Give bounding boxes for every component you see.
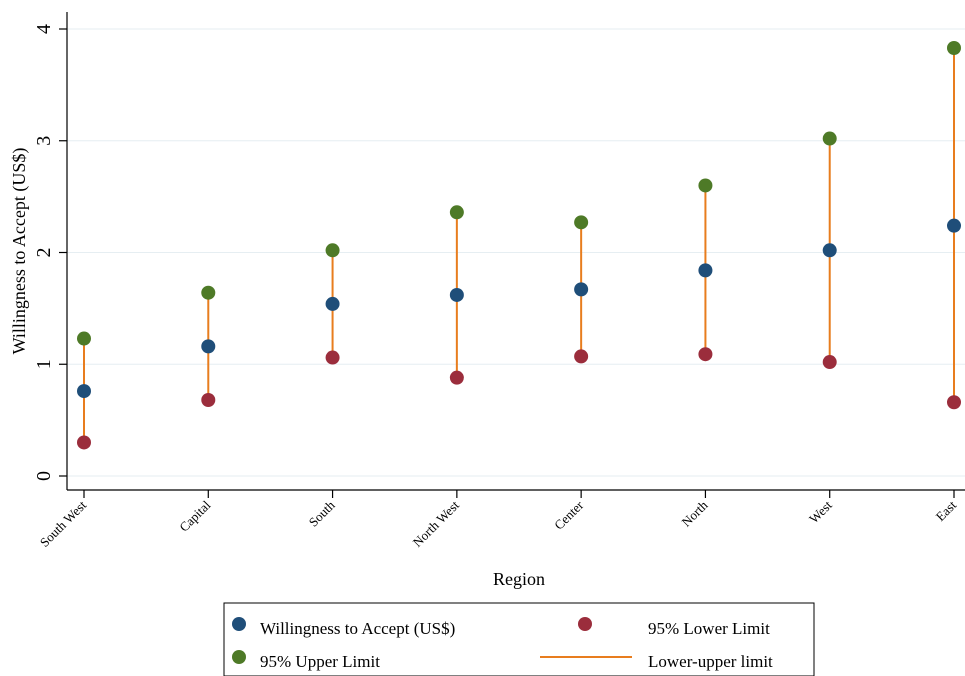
- x-tick-label: East: [933, 497, 960, 524]
- y-tick-label: 1: [33, 359, 55, 369]
- point-upper: [201, 285, 216, 300]
- point-wta: [947, 218, 961, 233]
- point-upper: [698, 178, 713, 193]
- x-tick-label: West: [806, 497, 835, 526]
- point-upper: [325, 243, 340, 258]
- legend-box: [223, 602, 815, 676]
- x-tick-label: North: [678, 497, 710, 529]
- point-lower: [698, 347, 713, 362]
- point-lower: [574, 349, 589, 364]
- x-tick-label: Capital: [176, 497, 213, 534]
- legend: Willingness to Accept (US$) 95% Lower Li…: [223, 602, 815, 676]
- point-wta: [201, 339, 216, 354]
- legend-label-upper: 95% Upper Limit: [260, 652, 380, 671]
- legend-marker-wta: [232, 617, 246, 631]
- point-upper: [77, 331, 91, 346]
- legend-marker-upper: [232, 650, 246, 664]
- y-tick-label: 3: [33, 136, 55, 146]
- range-lines: [83, 47, 955, 443]
- point-lower: [201, 393, 216, 408]
- point-wta: [325, 296, 340, 311]
- y-tick-label: 0: [33, 471, 55, 481]
- point-lower: [822, 355, 837, 370]
- grid-lines: [67, 28, 965, 477]
- y-axis-title: Willingness to Accept (US$): [9, 148, 30, 355]
- y-axis-ticks: 0 1 2 3 4: [33, 24, 67, 481]
- x-axis-title: Region: [493, 569, 545, 589]
- point-lower: [449, 370, 464, 385]
- point-upper: [449, 205, 464, 220]
- point-lower: [77, 435, 91, 450]
- legend-label-lower: 95% Lower Limit: [648, 619, 770, 638]
- data-points: [77, 40, 961, 450]
- point-lower: [947, 395, 961, 410]
- point-upper: [574, 215, 589, 230]
- x-tick-label: Center: [551, 497, 587, 533]
- point-wta: [77, 384, 91, 399]
- x-tick-label: South: [306, 497, 338, 529]
- legend-label-wta: Willingness to Accept (US$): [260, 619, 455, 638]
- x-tick-label: South West: [37, 497, 90, 550]
- point-wta: [449, 287, 464, 302]
- legend-label-range: Lower-upper limit: [648, 652, 773, 671]
- point-wta: [574, 282, 589, 297]
- point-lower: [325, 350, 340, 365]
- x-axis-ticks: South West Capital South North West Center No…: [37, 490, 960, 550]
- point-upper: [947, 40, 961, 55]
- y-tick-label: 4: [33, 24, 55, 34]
- point-wta: [698, 263, 713, 278]
- y-tick-label: 2: [33, 248, 55, 258]
- legend-marker-lower: [578, 617, 592, 631]
- point-upper: [822, 131, 837, 146]
- point-wta: [822, 243, 837, 258]
- x-tick-label: North West: [410, 497, 463, 550]
